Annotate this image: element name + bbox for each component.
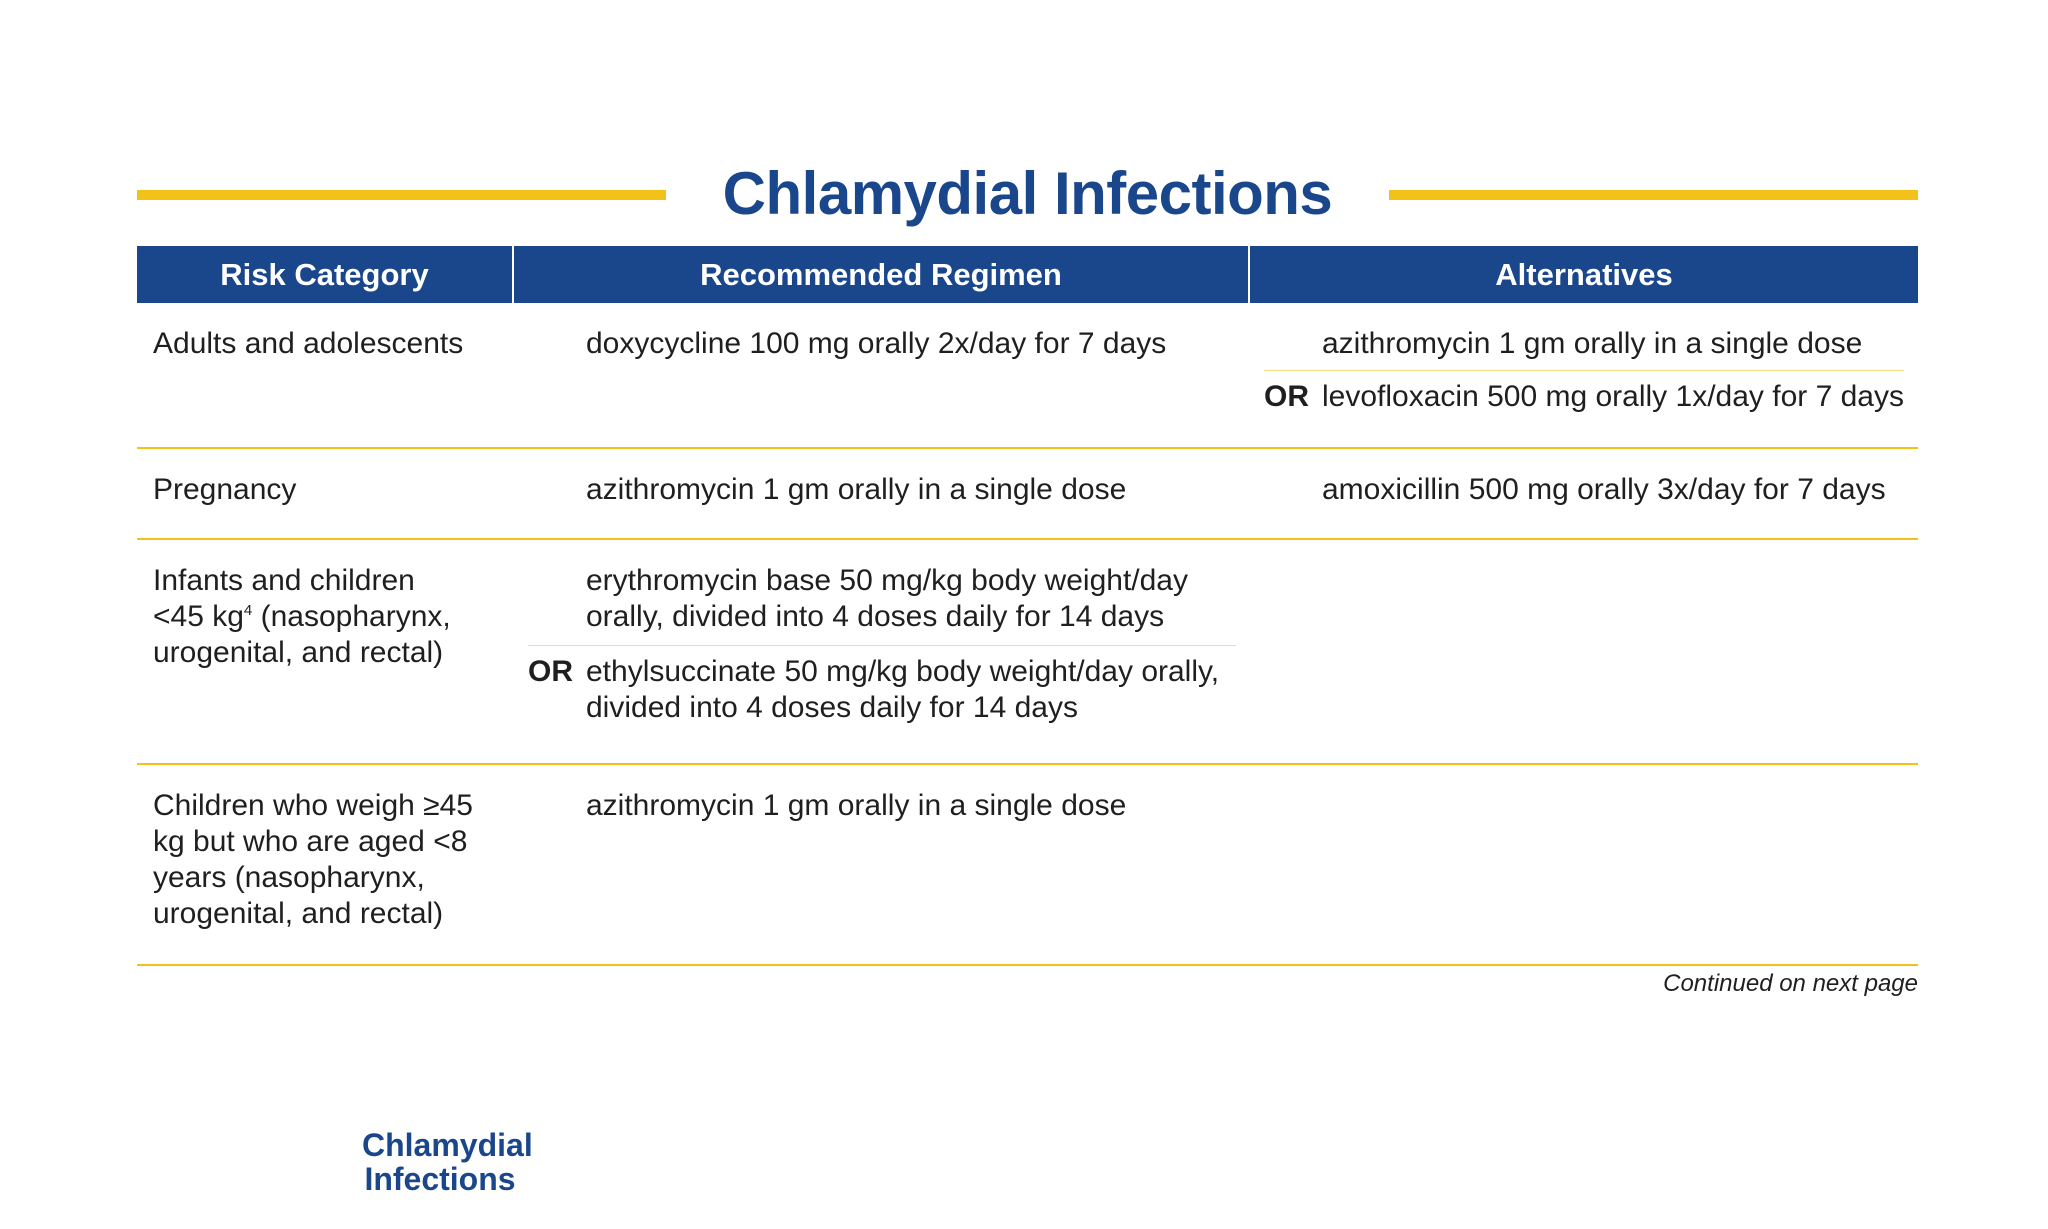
table-row: Adults and adolescents doxycycline 100 m… — [137, 303, 1918, 449]
page-title: Chlamydial Infections — [722, 160, 1333, 227]
risk-line: Infants and children — [153, 564, 415, 597]
alternatives-cell — [1250, 765, 1918, 964]
recommended-cell: azithromycin 1 gm orally in a single dos… — [514, 449, 1250, 538]
regimen-text: doxycycline 100 mg orally 2x/day for 7 d… — [586, 327, 1167, 360]
regimen-text: azithromycin 1 gm orally in a single dos… — [586, 789, 1127, 822]
title-rule-left — [137, 190, 666, 200]
recommended-cell: doxycycline 100 mg orally 2x/day for 7 d… — [514, 303, 1250, 447]
regimen-text: ethylsuccinate 50 mg/kg body weight/day … — [586, 655, 1220, 724]
regimen-option: amoxicillin 500 mg orally 3x/day for 7 d… — [1250, 472, 1918, 508]
risk-category-cell: Children who weigh ≥45 kg but who are ag… — [137, 765, 514, 964]
footer-tag-line: Infections — [364, 1161, 516, 1197]
continued-note: Continued on next page — [1663, 970, 1918, 997]
header-risk-category: Risk Category — [137, 246, 514, 303]
risk-line: urogenital, and rectal) — [153, 636, 444, 669]
option-divider — [528, 645, 1236, 646]
regimen-table: Risk Category Recommended Regimen Altern… — [137, 246, 1918, 966]
risk-line: <45 kg — [153, 600, 244, 633]
regimen-option: azithromycin 1 gm orally in a single dos… — [1250, 326, 1918, 370]
footer-tag-line: Chlamydial — [362, 1127, 533, 1163]
table-header: Risk Category Recommended Regimen Altern… — [137, 246, 1918, 303]
option-divider — [1264, 370, 1904, 371]
risk-category-text: Infants and children <45 kg4 (nasopharyn… — [153, 540, 483, 671]
title-rule-right — [1389, 190, 1918, 200]
header-alternatives: Alternatives — [1495, 257, 1673, 292]
regimen-option: doxycycline 100 mg orally 2x/day for 7 d… — [514, 326, 1250, 362]
recommended-cell: erythromycin base 50 mg/kg body weight/d… — [514, 540, 1250, 763]
risk-category-text: Pregnancy — [153, 473, 297, 506]
alternatives-cell: amoxicillin 500 mg orally 3x/day for 7 d… — [1250, 449, 1918, 538]
footnote-ref: 4 — [243, 602, 253, 619]
regimen-option: azithromycin 1 gm orally in a single dos… — [514, 472, 1250, 508]
risk-category-text: Adults and adolescents — [153, 327, 464, 360]
risk-category-cell: Pregnancy — [137, 449, 514, 538]
header-recommended-regimen: Recommended Regimen — [514, 246, 1250, 303]
regimen-text: amoxicillin 500 mg orally 3x/day for 7 d… — [1322, 473, 1886, 506]
table-row: Pregnancy azithromycin 1 gm orally in a … — [137, 449, 1918, 540]
risk-line: (nasopharynx, — [252, 600, 451, 633]
regimen-text: levofloxacin 500 mg orally 1x/day for 7 … — [1322, 380, 1904, 413]
or-label: OR — [528, 655, 573, 688]
risk-category-cell: Adults and adolescents — [137, 303, 514, 447]
recommended-cell: azithromycin 1 gm orally in a single dos… — [514, 765, 1250, 964]
alternatives-cell — [1250, 540, 1918, 763]
regimen-option: OR ethylsuccinate 50 mg/kg body weight/d… — [514, 646, 1250, 726]
regimen-text: azithromycin 1 gm orally in a single dos… — [586, 473, 1127, 506]
alternatives-cell: azithromycin 1 gm orally in a single dos… — [1250, 303, 1918, 447]
table-row: Infants and children <45 kg4 (nasopharyn… — [137, 540, 1918, 765]
table-row: Children who weigh ≥45 kg but who are ag… — [137, 765, 1918, 966]
risk-category-text: Children who weigh ≥45 kg but who are ag… — [153, 789, 473, 930]
risk-category-cell: Infants and children <45 kg4 (nasopharyn… — [137, 540, 514, 763]
regimen-option: erythromycin base 50 mg/kg body weight/d… — [514, 563, 1250, 645]
regimen-text: azithromycin 1 gm orally in a single dos… — [1322, 327, 1863, 360]
title-band: Chlamydial Infections — [137, 158, 1918, 230]
regimen-option: azithromycin 1 gm orally in a single dos… — [514, 788, 1250, 824]
regimen-option: OR levofloxacin 500 mg orally 1x/day for… — [1250, 371, 1918, 415]
or-label: OR — [1264, 380, 1309, 413]
regimen-text: erythromycin base 50 mg/kg body weight/d… — [586, 564, 1188, 633]
footer-section-tag: Chlamydial Infections — [362, 1127, 533, 1197]
